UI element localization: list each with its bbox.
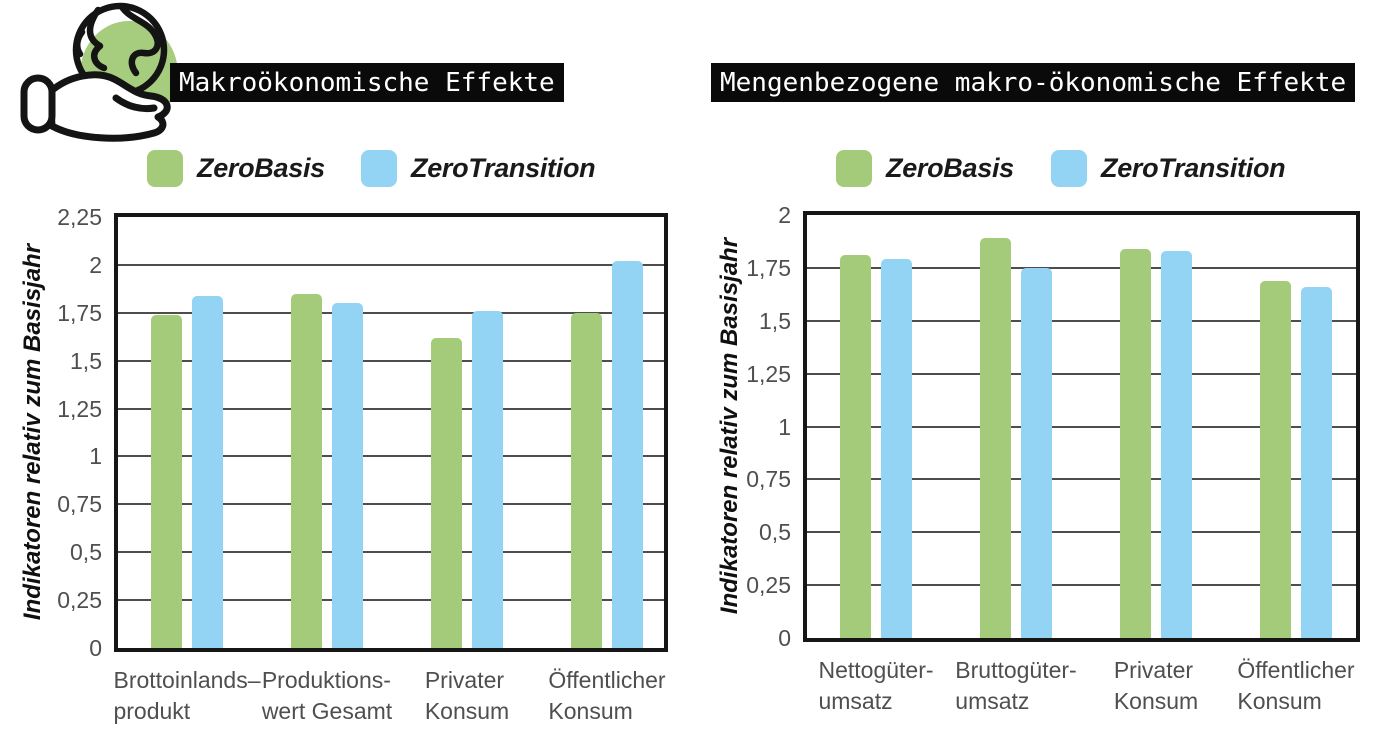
plot-area — [114, 213, 668, 652]
x-axis-category-label: Öffentlicher Konsum — [548, 667, 666, 724]
gridline — [807, 584, 1356, 587]
legend-swatch-zerotransition-icon — [361, 150, 397, 187]
bar-zerobasis-1 — [291, 293, 322, 648]
legend-label-zerotransition: ZeroTransition — [1101, 153, 1286, 183]
x-axis-category-label: Bruttogüter-umsatz — [955, 657, 1077, 714]
y-tick-label: 0,5 — [70, 539, 102, 566]
plot-area — [803, 211, 1360, 642]
y-tick-label: 0 — [89, 635, 102, 661]
x-axis-category-label: Öffentlicher Konsum — [1237, 657, 1355, 714]
bar-zerotransition-0 — [192, 295, 223, 648]
bar-zerobasis-3 — [1260, 280, 1291, 638]
gridline — [807, 319, 1356, 322]
y-tick-label: 0,75 — [746, 466, 791, 493]
legend-item-zerobasis: ZeroBasis — [836, 150, 1014, 187]
chart-title: Mengenbezogene makro-ökonomische Effekte — [711, 63, 1356, 102]
gridline — [807, 478, 1356, 481]
legend-swatch-zerotransition-icon — [1051, 150, 1087, 187]
y-tick-label: 1,5 — [70, 347, 102, 374]
y-tick-label: 0,5 — [759, 519, 791, 546]
x-axis-category-label: Nettogüter-umsatz — [818, 657, 934, 714]
hand-outline — [20, 71, 171, 142]
bar-zerotransition-3 — [612, 261, 643, 648]
bar-zerotransition-1 — [1021, 267, 1052, 638]
legend-item-zerotransition: ZeroTransition — [361, 150, 596, 187]
gridline — [118, 407, 664, 410]
gridline — [807, 266, 1356, 269]
legend-item-zerotransition: ZeroTransition — [1051, 150, 1286, 187]
gridline — [118, 599, 664, 602]
y-tick-label: 2 — [89, 251, 102, 278]
y-tick-label: 1,25 — [57, 395, 102, 422]
y-tick-label: 0,25 — [57, 587, 102, 614]
bar-zerobasis-2 — [431, 337, 462, 648]
y-tick-label: 0,75 — [57, 491, 102, 518]
x-axis-category-label: Privater Konsum — [424, 667, 510, 724]
x-axis-category-label: Privater Konsum — [1113, 657, 1199, 714]
bar-zerobasis-3 — [571, 312, 602, 648]
y-tick-label: 1,5 — [759, 307, 791, 334]
y-tick-label: 0,25 — [746, 572, 791, 599]
gridline — [118, 503, 664, 506]
bar-zerotransition-3 — [1301, 286, 1332, 638]
gridline — [118, 455, 664, 458]
y-tick-label: 0 — [778, 625, 791, 651]
bar-zerobasis-0 — [840, 255, 871, 638]
legend-label-zerotransition: ZeroTransition — [411, 153, 596, 183]
x-axis-category-label: Brottoinlands– produkt — [113, 667, 261, 724]
y-tick-label: 1,75 — [746, 254, 791, 281]
chart-panel-macroeconomic-effects: Makroökonomische Effekte ZeroBasis ZeroT… — [19, 2, 668, 724]
y-tick-label: 2 — [778, 202, 791, 228]
legend-swatch-zerobasis-icon — [147, 150, 183, 187]
gridline — [118, 311, 664, 314]
bar-zerotransition-2 — [1161, 250, 1192, 638]
gridline — [118, 551, 664, 554]
x-axis-category-label: Produktions-wert Gesamt — [261, 667, 393, 724]
legend-label-zerobasis: ZeroBasis — [886, 153, 1014, 183]
gridline — [807, 372, 1356, 375]
y-tick-label: 1 — [89, 443, 102, 470]
bar-zerobasis-0 — [151, 314, 182, 648]
y-tick-label: 2,25 — [57, 204, 102, 230]
chart-panel-quantity-macroeconomic-effects: Mengenbezogene makro-ökonomische Effekte… — [700, 0, 1400, 739]
gridline — [118, 263, 664, 266]
y-tick-label: 1 — [778, 413, 791, 440]
gridline — [807, 531, 1356, 534]
gridline — [118, 359, 664, 362]
legend-swatch-zerobasis-icon — [836, 150, 872, 187]
bar-zerotransition-2 — [472, 310, 503, 648]
gridline — [807, 425, 1356, 428]
bar-zerotransition-1 — [332, 303, 363, 648]
y-tick-label: 1,75 — [57, 299, 102, 326]
y-tick-label: 1,25 — [746, 360, 791, 387]
chart-title: Makroökonomische Effekte — [170, 63, 564, 102]
globe-outline — [72, 2, 168, 98]
bar-zerotransition-0 — [881, 259, 912, 638]
bar-zerobasis-2 — [1120, 248, 1151, 638]
legend-item-zerobasis: ZeroBasis — [147, 150, 325, 187]
bar-zerobasis-1 — [980, 238, 1011, 638]
legend-label-zerobasis: ZeroBasis — [197, 153, 325, 183]
hand-holding-globe-icon — [20, 2, 178, 142]
